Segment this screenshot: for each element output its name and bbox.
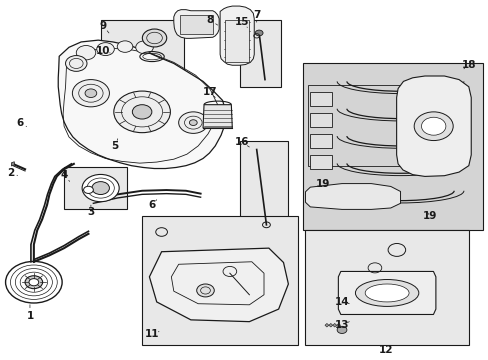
- Text: 19: 19: [422, 211, 436, 221]
- Bar: [239, 21, 281, 87]
- Polygon shape: [310, 134, 331, 148]
- Circle shape: [189, 120, 197, 126]
- Bar: [303, 63, 483, 230]
- Text: 14: 14: [334, 297, 348, 307]
- Text: 13: 13: [334, 320, 348, 330]
- Text: 7: 7: [252, 10, 260, 20]
- Polygon shape: [58, 40, 225, 168]
- Polygon shape: [310, 92, 331, 107]
- Circle shape: [25, 276, 42, 289]
- Polygon shape: [180, 15, 212, 34]
- Polygon shape: [328, 323, 332, 327]
- Circle shape: [5, 261, 62, 303]
- Circle shape: [336, 326, 346, 333]
- Circle shape: [72, 80, 109, 107]
- Bar: [101, 21, 183, 71]
- Circle shape: [92, 181, 109, 194]
- Ellipse shape: [365, 284, 408, 302]
- Text: 19: 19: [315, 179, 329, 189]
- Text: 4: 4: [61, 170, 68, 180]
- Polygon shape: [396, 76, 470, 176]
- Polygon shape: [325, 323, 328, 327]
- Text: 6: 6: [17, 118, 24, 128]
- Bar: [64, 167, 127, 209]
- Text: 3: 3: [87, 207, 94, 217]
- Text: 6: 6: [148, 200, 155, 210]
- Polygon shape: [149, 248, 288, 321]
- Circle shape: [142, 29, 166, 47]
- Polygon shape: [310, 155, 331, 169]
- Text: 9: 9: [100, 21, 106, 31]
- Bar: [142, 216, 298, 345]
- Circle shape: [421, 117, 445, 135]
- Polygon shape: [332, 323, 336, 327]
- Circle shape: [82, 175, 119, 202]
- Circle shape: [65, 55, 87, 71]
- Circle shape: [85, 89, 97, 98]
- Circle shape: [413, 112, 452, 140]
- Text: 8: 8: [206, 15, 214, 26]
- Circle shape: [132, 105, 152, 119]
- Polygon shape: [11, 162, 14, 166]
- Circle shape: [117, 41, 133, 52]
- Polygon shape: [173, 10, 219, 39]
- Circle shape: [83, 186, 93, 193]
- Ellipse shape: [355, 279, 418, 306]
- Circle shape: [136, 41, 153, 54]
- Circle shape: [76, 45, 96, 60]
- Text: 2: 2: [7, 168, 14, 178]
- Text: 1: 1: [26, 311, 34, 321]
- Text: 10: 10: [96, 46, 110, 56]
- Text: 18: 18: [461, 60, 475, 70]
- Circle shape: [114, 91, 170, 133]
- Polygon shape: [224, 21, 249, 62]
- Polygon shape: [203, 105, 232, 128]
- Polygon shape: [220, 6, 254, 65]
- Text: 5: 5: [111, 141, 119, 151]
- Bar: [239, 140, 288, 234]
- Bar: [305, 230, 468, 345]
- Polygon shape: [336, 323, 340, 327]
- Text: 17: 17: [203, 87, 217, 97]
- Text: 15: 15: [234, 17, 249, 27]
- Polygon shape: [310, 113, 331, 127]
- Text: 12: 12: [378, 345, 392, 355]
- Polygon shape: [338, 271, 435, 315]
- Circle shape: [29, 279, 39, 286]
- Circle shape: [196, 284, 214, 297]
- Circle shape: [97, 42, 114, 55]
- Circle shape: [255, 30, 263, 36]
- Text: 11: 11: [144, 329, 159, 339]
- Text: 16: 16: [234, 138, 249, 147]
- Circle shape: [178, 112, 207, 134]
- Polygon shape: [305, 184, 400, 210]
